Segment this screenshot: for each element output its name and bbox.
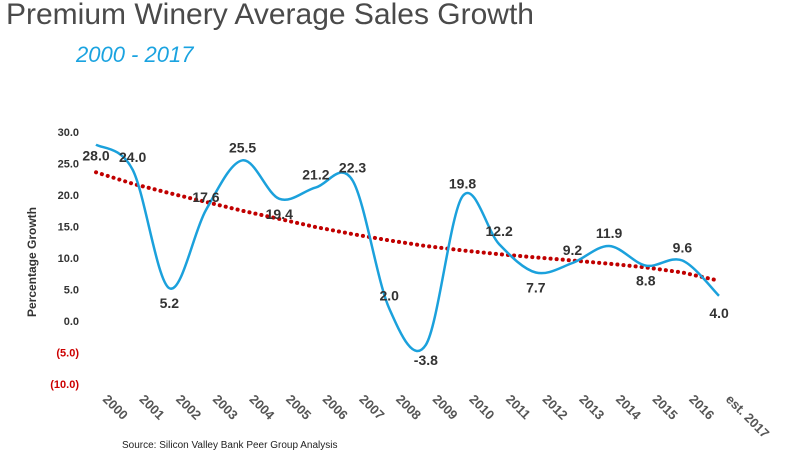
data-label: 12.2	[486, 223, 513, 239]
y-tick-label: 10.0	[58, 253, 79, 265]
data-label: 21.2	[302, 166, 329, 182]
data-label: 19.4	[266, 206, 293, 222]
x-axis: 2000 2001 2002 2003 2004 2005 2006 2007 2008 2009…	[100, 392, 773, 441]
data-label: 28.0	[82, 148, 109, 164]
data-label: 9.2	[563, 242, 583, 258]
trend-line	[94, 170, 721, 283]
x-tick-label: 2007	[356, 392, 387, 423]
data-label: 9.6	[673, 240, 693, 256]
y-axis-title: Percentage Growth	[25, 207, 39, 317]
x-tick-label: 2006	[320, 392, 351, 423]
series-layer	[94, 143, 721, 353]
y-tick-label: 0.0	[64, 316, 79, 328]
chart-title: Premium Winery Average Sales Growth	[6, 0, 534, 31]
x-tick-label: 2001	[137, 392, 168, 423]
y-tick-label: 20.0	[58, 190, 79, 202]
data-label: -3.8	[414, 352, 438, 368]
data-label: 5.2	[160, 295, 180, 311]
x-tick-label: 2015	[650, 392, 681, 423]
source-note: Source: Silicon Valley Bank Peer Group A…	[122, 440, 338, 451]
x-tick-label: 2000	[100, 392, 131, 423]
data-label: 7.7	[526, 279, 546, 295]
data-label: 19.8	[449, 175, 476, 191]
y-tick-label: 30.0	[58, 127, 79, 139]
growth-series-line	[95, 143, 720, 353]
chart-subtitle: 2000 - 2017	[76, 42, 194, 67]
x-tick-label: 2002	[173, 392, 204, 423]
data-label: 25.5	[229, 139, 256, 155]
y-tick-label: 5.0	[64, 285, 79, 297]
data-label: 24.0	[119, 149, 146, 165]
data-label: 11.9	[596, 225, 623, 241]
x-tick-label: 2009	[430, 392, 461, 423]
data-label: 22.3	[339, 160, 366, 176]
y-tick-label: 25.0	[58, 159, 79, 171]
x-tick-label: 2004	[246, 392, 278, 424]
x-tick-label: 2016	[686, 392, 717, 423]
data-label: 4.0	[709, 305, 729, 321]
x-tick-label: 2003	[210, 392, 241, 423]
x-tick-label: 2011	[503, 392, 534, 423]
data-label: 8.8	[636, 273, 656, 289]
data-label: 17.6	[192, 189, 219, 205]
x-tick-label: 2012	[540, 392, 571, 423]
y-axis: 30.0 25.0 20.0 15.0 10.0 5.0 0.0 (5.0) (10.0)	[50, 127, 79, 391]
data-label: 2.0	[379, 287, 399, 303]
y-tick-label: (10.0)	[50, 379, 79, 391]
x-tick-label: 2005	[283, 392, 314, 423]
x-tick-label: 2010	[466, 392, 497, 423]
y-tick-label: (5.0)	[56, 348, 79, 360]
x-tick-label: est. 2017	[723, 392, 772, 441]
x-tick-label: 2014	[613, 392, 645, 424]
x-tick-label: 2013	[576, 392, 607, 423]
data-labels: 28.0 24.0 5.2 17.6 25.5 19.4 21.2 22.3 2.0 -3.8 19…	[82, 139, 729, 368]
x-tick-label: 2008	[393, 392, 424, 423]
y-tick-label: 15.0	[58, 222, 79, 234]
